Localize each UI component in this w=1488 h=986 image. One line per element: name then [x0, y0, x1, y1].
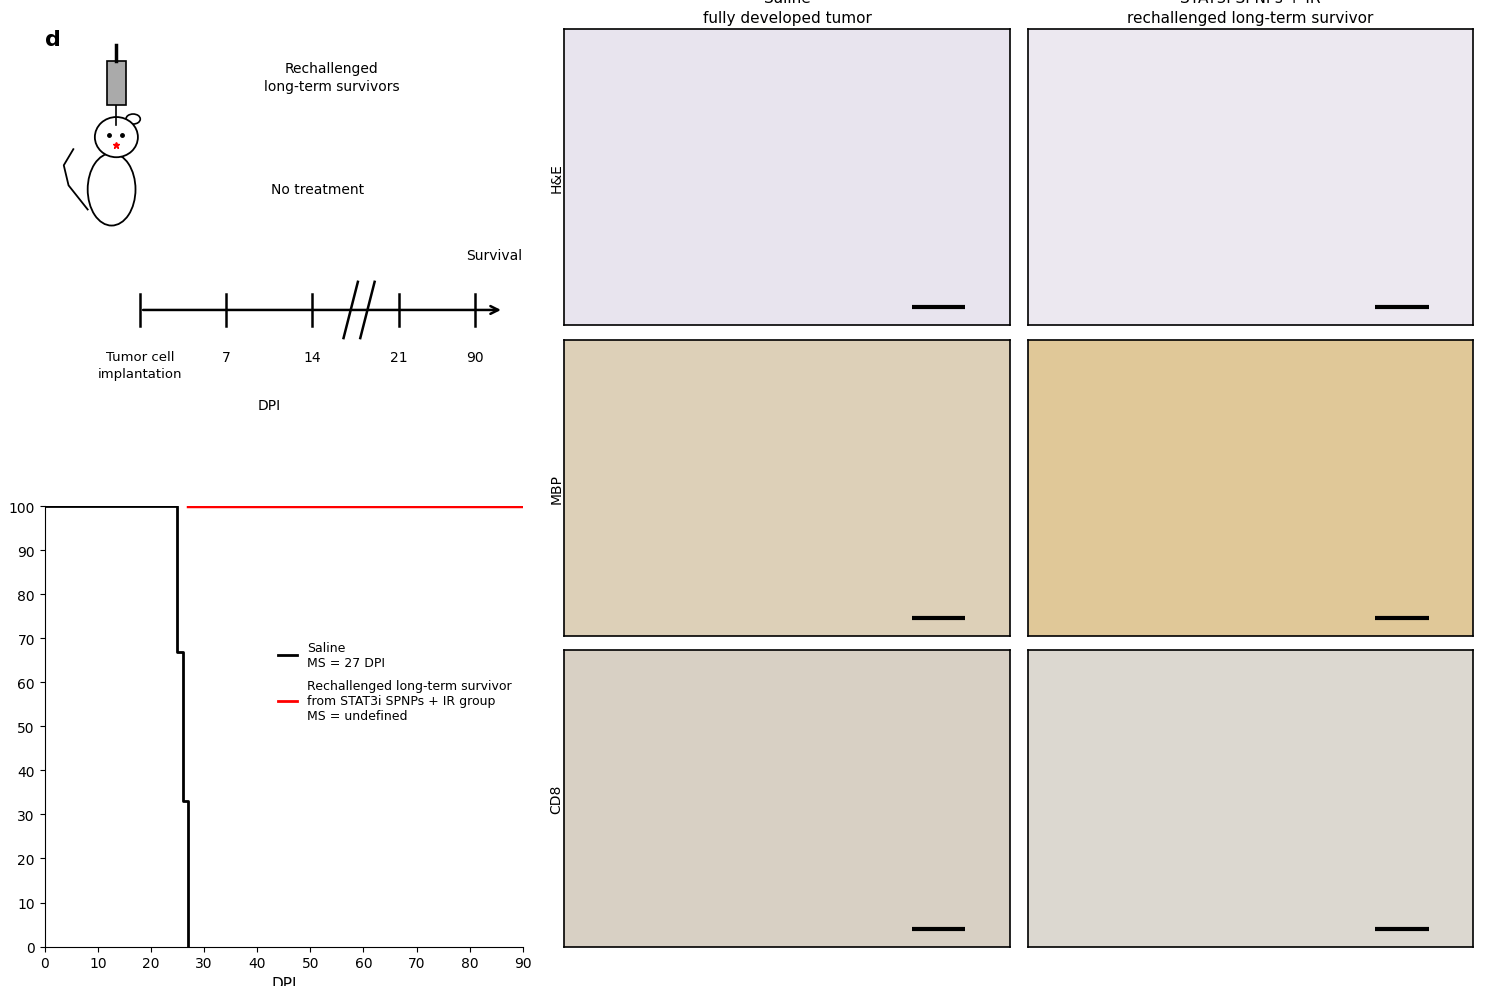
Text: Survival: Survival — [466, 248, 522, 262]
Text: d: d — [45, 30, 61, 49]
Y-axis label: MBP: MBP — [549, 473, 562, 503]
Title: STAT3i SPNPs + IR
rechallenged long-term survivor: STAT3i SPNPs + IR rechallenged long-term… — [1128, 0, 1373, 26]
X-axis label: DPI: DPI — [271, 976, 296, 986]
Ellipse shape — [95, 118, 138, 158]
Y-axis label: Percent survival: Percent survival — [0, 666, 3, 788]
Text: 14: 14 — [304, 351, 321, 365]
Y-axis label: H&E: H&E — [549, 163, 562, 192]
Ellipse shape — [88, 154, 135, 227]
Text: 7: 7 — [222, 351, 231, 365]
Text: 21: 21 — [390, 351, 408, 365]
Text: DPI: DPI — [257, 399, 281, 413]
Ellipse shape — [126, 115, 140, 125]
Text: No treatment: No treatment — [271, 183, 363, 197]
Text: Tumor cell
implantation: Tumor cell implantation — [98, 351, 183, 381]
Text: Rechallenged
long-term survivors: Rechallenged long-term survivors — [263, 62, 399, 94]
Title: Saline
fully developed tumor: Saline fully developed tumor — [702, 0, 872, 26]
Text: 90: 90 — [466, 351, 484, 365]
Legend: Saline
MS = 27 DPI, Rechallenged long-term survivor
from STAT3i SPNPs + IR group: Saline MS = 27 DPI, Rechallenged long-te… — [274, 636, 516, 727]
Y-axis label: CD8: CD8 — [549, 784, 562, 813]
Bar — [107, 62, 126, 106]
